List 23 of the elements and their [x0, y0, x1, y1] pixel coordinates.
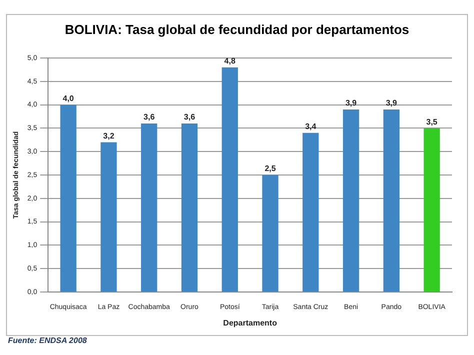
bar: [302, 132, 319, 292]
bar: [342, 109, 360, 292]
bar: [100, 142, 117, 292]
bar: [424, 128, 440, 292]
data-label: 3,2: [103, 131, 115, 140]
bar: [60, 104, 76, 292]
data-label: 3,9: [386, 98, 398, 108]
data-label: 3,5: [426, 117, 438, 126]
data-label: 4,0: [62, 94, 74, 104]
data-label: 3,4: [305, 122, 317, 132]
data-label: 3,6: [184, 112, 196, 122]
x-axis-title: Departamento: [223, 318, 278, 328]
bar: [262, 175, 278, 292]
bar: [222, 67, 238, 292]
chart-title: BOLIVIA: Tasa global de fecundidad por departamentos: [64, 22, 410, 37]
data-label: 2,5: [264, 164, 276, 174]
bar: [141, 124, 158, 292]
data-label: 3,6: [144, 112, 156, 122]
source-note: Fuente: ENDSA 2008: [8, 336, 87, 345]
data-label: 3,9: [345, 98, 358, 108]
bar: [383, 109, 400, 292]
bar: [181, 124, 198, 292]
data-label: 4,8: [224, 56, 236, 66]
